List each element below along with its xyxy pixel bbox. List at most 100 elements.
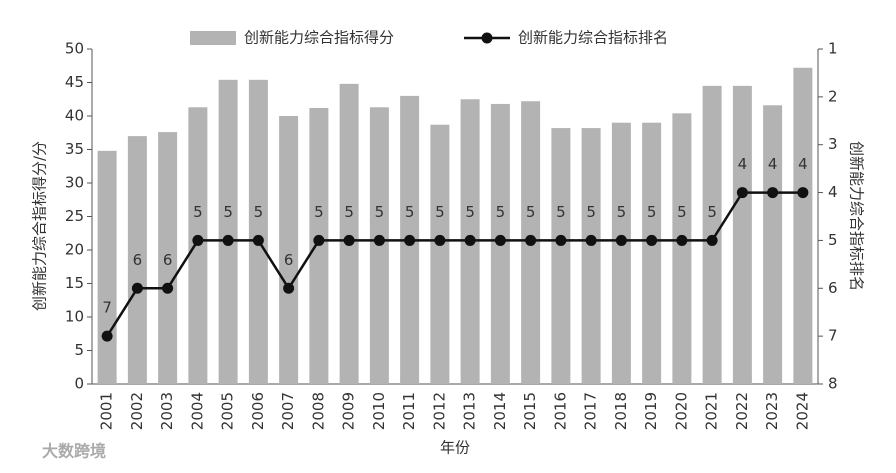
y-tick-label: 30 [65,174,84,192]
rank-marker [736,187,748,199]
data-label: 5 [496,203,506,221]
rank-marker [525,234,537,246]
bar [672,113,692,384]
y-axis-title: 创新能力综合指标得分/分 [31,141,49,311]
bar [793,67,813,384]
rank-marker [373,234,385,246]
watermark: 大数跨境 [42,442,106,461]
data-label: 5 [617,203,627,221]
bar [763,105,783,384]
rank-marker [767,187,779,199]
rank-marker [434,234,446,246]
x-tick-label: 2012 [430,392,448,430]
x-tick-label: 2011 [400,392,418,430]
x-tick-label: 2010 [370,392,388,430]
data-label: 5 [344,203,354,221]
x-tick-label: 2021 [703,392,721,430]
x-axis-title: 年份 [440,439,470,457]
data-label: 5 [375,203,385,221]
x-tick-label: 2020 [672,392,690,430]
y-tick-label: 40 [65,107,84,125]
rank-marker [676,234,688,246]
rank-marker [283,282,295,294]
data-label: 5 [677,203,687,221]
y2-tick-label: 6 [828,279,838,297]
y-tick-label: 25 [65,207,84,225]
rank-marker [404,234,416,246]
rank-marker [615,234,627,246]
y-tick-label: 50 [65,40,84,58]
x-tick-label: 2013 [461,392,479,430]
rank-marker [343,234,355,246]
data-label: 5 [556,203,566,221]
rank-marker [555,234,567,246]
data-label: 5 [707,203,717,221]
legend-label: 创新能力综合指标得分 [244,29,394,47]
bar [279,116,299,384]
data-label: 6 [284,251,294,269]
x-tick-label: 2018 [612,392,630,430]
data-label: 5 [586,203,596,221]
x-tick-label: 2016 [551,392,569,430]
rank-marker [252,234,264,246]
x-tick-label: 2024 [793,392,811,430]
rank-line [106,191,803,337]
x-tick-label: 2001 [98,392,116,430]
rank-marker [222,234,234,246]
bar [732,85,752,384]
rank-marker [313,234,325,246]
y2-axis-title: 创新能力综合指标排名 [848,141,866,291]
bar [430,124,450,385]
x-tick-label: 2023 [763,392,781,430]
data-label: 6 [133,251,143,269]
rank-marker [101,330,113,342]
rank-marker [162,282,174,294]
y2-tick-label: 4 [828,183,838,201]
rank-marker [797,187,809,199]
data-label: 5 [314,203,324,221]
data-label: 5 [223,203,233,221]
y2-tick-label: 7 [828,327,838,345]
data-label: 5 [465,203,475,221]
data-label: 5 [405,203,415,221]
rank-marker [192,234,204,246]
x-tick-label: 2015 [521,392,539,430]
y-tick-label: 5 [74,341,84,359]
y2-tick-label: 1 [828,40,838,58]
y-tick-label: 35 [65,140,84,158]
x-tick-label: 2022 [733,392,751,430]
bar [127,136,147,384]
rank-marker [706,234,718,246]
y-tick-label: 45 [65,73,84,91]
y2-tick-label: 5 [828,231,838,249]
data-label: 5 [435,203,445,221]
bar [611,122,631,384]
bar [97,150,117,384]
bar [551,128,571,384]
bar [309,107,329,385]
x-tick-label: 2008 [309,392,327,430]
x-tick-label: 2004 [188,392,206,430]
x-tick-label: 2002 [128,392,146,430]
rank-marker [464,234,476,246]
y-tick-label: 15 [65,274,84,292]
rank-marker [585,234,597,246]
data-label: 5 [647,203,657,221]
x-tick-label: 2009 [340,392,358,430]
data-label: 4 [798,155,808,173]
y2-tick-label: 2 [828,87,838,105]
bar [339,83,359,384]
bar [218,79,238,384]
x-tick-label: 2006 [249,392,267,430]
bar [158,132,178,384]
data-label: 4 [738,155,748,173]
bar [642,122,662,384]
y-tick-label: 20 [65,241,84,259]
x-tick-label: 2003 [158,392,176,430]
bar [248,79,268,384]
rank-marker [131,282,143,294]
y-tick-label: 0 [74,375,84,393]
x-tick-label: 2014 [491,392,509,430]
data-label: 5 [193,203,203,221]
